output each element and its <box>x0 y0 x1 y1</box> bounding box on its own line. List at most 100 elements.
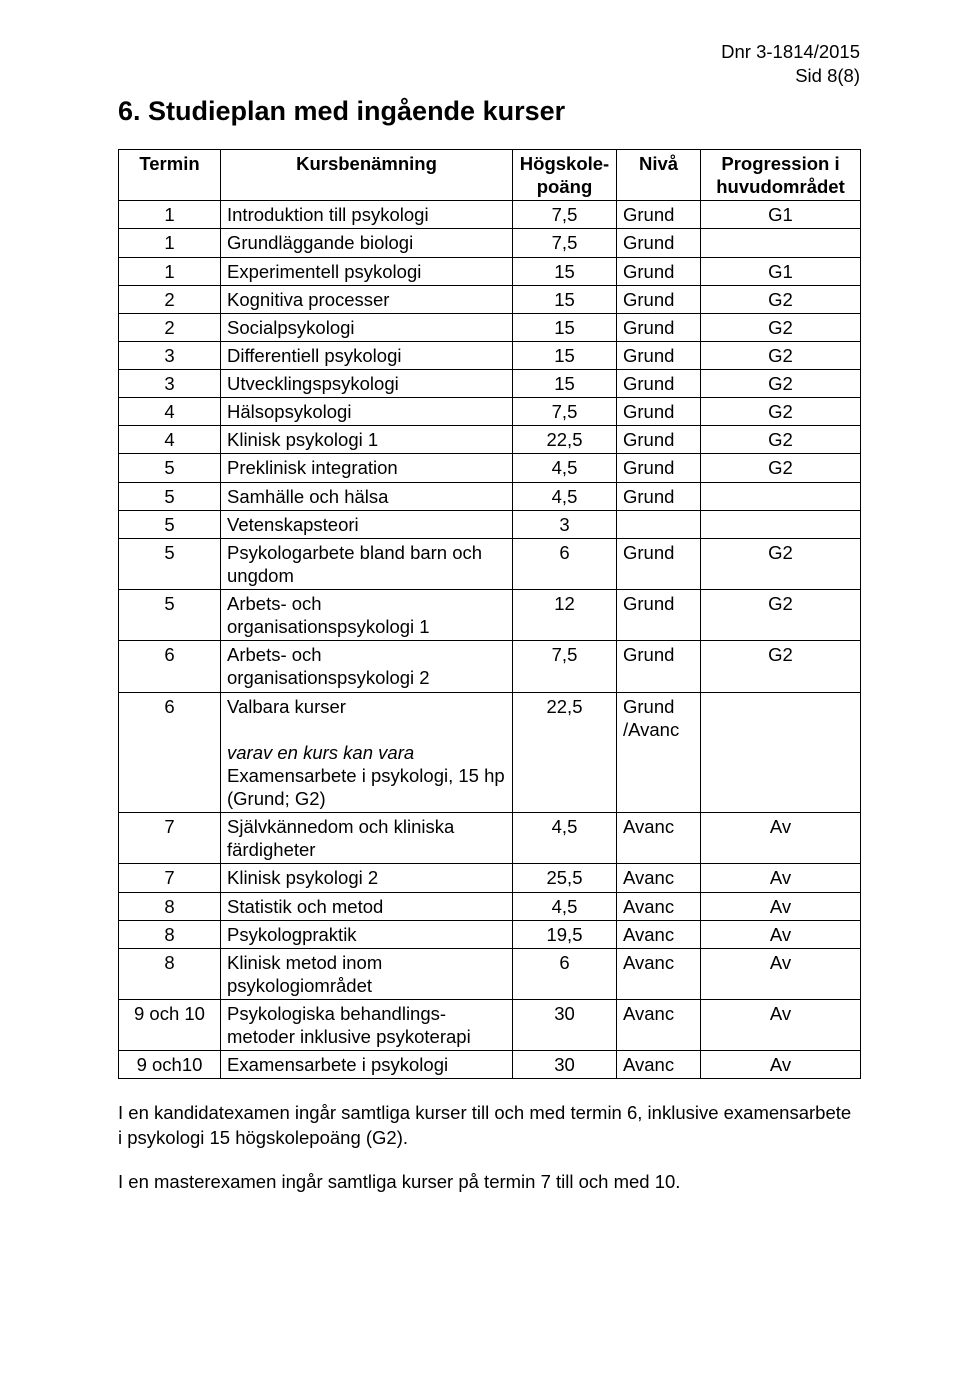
cell-niva: Grund <box>617 482 701 510</box>
section-heading: 6. Studieplan med ingående kurser <box>118 96 860 127</box>
course-plan-table: Termin Kursbenämning Högskole- poäng Niv… <box>118 149 861 1079</box>
cell-niva <box>617 510 701 538</box>
cell-niva: Grund <box>617 426 701 454</box>
cell-prog: G2 <box>701 341 861 369</box>
cell-termin: 3 <box>119 370 221 398</box>
cell-hp: 6 <box>513 948 617 999</box>
cell-termin: 4 <box>119 426 221 454</box>
document-header-right: Dnr 3-1814/2015 Sid 8(8) <box>118 40 860 88</box>
cell-niva: Grund <box>617 341 701 369</box>
cell-hp: 4,5 <box>513 892 617 920</box>
cell-hp: 7,5 <box>513 229 617 257</box>
cell-kurs-sub-l1: varav en kurs kan vara <box>227 742 414 763</box>
cell-termin: 8 <box>119 920 221 948</box>
col-progression: Progression i huvudområdet <box>701 150 861 201</box>
cell-termin: 4 <box>119 398 221 426</box>
cell-niva: Grund <box>617 257 701 285</box>
cell-hp: 19,5 <box>513 920 617 948</box>
col-prog-l2: huvudområdet <box>716 176 844 197</box>
cell-niva: Avanc <box>617 1051 701 1079</box>
cell-kurs: Arbets- och organisationspsykologi 2 <box>221 641 513 692</box>
col-hp-l2: poäng <box>537 176 593 197</box>
cell-kurs: Psykologiska behandlings-metoder inklusi… <box>221 1000 513 1051</box>
cell-niva: Avanc <box>617 948 701 999</box>
table-row: 3 Differentiell psykologi 15 Grund G2 <box>119 341 861 369</box>
table-row: 6 Valbara kurser varav en kurs kan vara … <box>119 692 861 813</box>
table-row: 4 Hälsopsykologi 7,5 Grund G2 <box>119 398 861 426</box>
cell-prog: Av <box>701 1051 861 1079</box>
col-hp: Högskole- poäng <box>513 150 617 201</box>
cell-termin: 8 <box>119 892 221 920</box>
cell-hp: 7,5 <box>513 641 617 692</box>
cell-hp: 15 <box>513 341 617 369</box>
table-row: 2 Socialpsykologi 15 Grund G2 <box>119 313 861 341</box>
table-header-row: Termin Kursbenämning Högskole- poäng Niv… <box>119 150 861 201</box>
cell-hp: 3 <box>513 510 617 538</box>
table-row: 5 Samhälle och hälsa 4,5 Grund <box>119 482 861 510</box>
cell-kurs: Utvecklingspsykologi <box>221 370 513 398</box>
cell-hp: 25,5 <box>513 864 617 892</box>
page-indicator: Sid 8(8) <box>118 64 860 88</box>
cell-prog <box>701 510 861 538</box>
cell-termin: 6 <box>119 692 221 813</box>
cell-hp: 30 <box>513 1051 617 1079</box>
cell-hp: 4,5 <box>513 482 617 510</box>
cell-kurs: Klinisk psykologi 2 <box>221 864 513 892</box>
cell-kurs: Psykologarbete bland barn och ungdom <box>221 538 513 589</box>
cell-niva: Grund <box>617 538 701 589</box>
cell-termin: 9 och10 <box>119 1051 221 1079</box>
cell-kurs: Psykologpraktik <box>221 920 513 948</box>
cell-prog <box>701 229 861 257</box>
col-kurs: Kursbenämning <box>221 150 513 201</box>
cell-termin: 7 <box>119 813 221 864</box>
cell-prog <box>701 482 861 510</box>
cell-prog: G2 <box>701 285 861 313</box>
table-row: 1 Introduktion till psykologi 7,5 Grund … <box>119 201 861 229</box>
table-row: 6 Arbets- och organisationspsykologi 2 7… <box>119 641 861 692</box>
cell-niva: Grund <box>617 590 701 641</box>
paragraph-master: I en masterexamen ingår samtliga kurser … <box>118 1170 860 1194</box>
cell-prog: G2 <box>701 426 861 454</box>
dnr-text: Dnr 3-1814/2015 <box>118 40 860 64</box>
table-row: 5 Vetenskapsteori 3 <box>119 510 861 538</box>
cell-prog <box>701 692 861 813</box>
cell-kurs: Hälsopsykologi <box>221 398 513 426</box>
cell-termin: 9 och 10 <box>119 1000 221 1051</box>
cell-niva-l1: Grund <box>623 696 674 717</box>
cell-hp: 12 <box>513 590 617 641</box>
cell-niva: Grund <box>617 313 701 341</box>
cell-prog: Av <box>701 948 861 999</box>
cell-kurs: Samhälle och hälsa <box>221 482 513 510</box>
cell-kurs: Socialpsykologi <box>221 313 513 341</box>
cell-kurs: Arbets- och organisationspsykologi 1 <box>221 590 513 641</box>
cell-niva: Grund <box>617 398 701 426</box>
cell-hp: 22,5 <box>513 692 617 813</box>
cell-prog: Av <box>701 813 861 864</box>
cell-hp: 15 <box>513 257 617 285</box>
cell-kurs: Valbara kurser varav en kurs kan vara Ex… <box>221 692 513 813</box>
cell-hp: 15 <box>513 285 617 313</box>
cell-kurs: Vetenskapsteori <box>221 510 513 538</box>
cell-kurs: Grundläggande biologi <box>221 229 513 257</box>
table-row: 1 Grundläggande biologi 7,5 Grund <box>119 229 861 257</box>
col-niva: Nivå <box>617 150 701 201</box>
cell-hp: 7,5 <box>513 201 617 229</box>
cell-termin: 5 <box>119 482 221 510</box>
cell-prog: G2 <box>701 590 861 641</box>
cell-niva: Grund /Avanc <box>617 692 701 813</box>
cell-kurs: Klinisk metod inom psykologiområdet <box>221 948 513 999</box>
table-body: 1 Introduktion till psykologi 7,5 Grund … <box>119 201 861 1079</box>
cell-hp: 6 <box>513 538 617 589</box>
table-row: 7 Klinisk psykologi 2 25,5 Avanc Av <box>119 864 861 892</box>
cell-prog: G1 <box>701 201 861 229</box>
cell-hp: 22,5 <box>513 426 617 454</box>
cell-prog: G2 <box>701 370 861 398</box>
table-row: 8 Klinisk metod inom psykologiområdet 6 … <box>119 948 861 999</box>
cell-niva: Grund <box>617 370 701 398</box>
cell-kurs: Preklinisk integration <box>221 454 513 482</box>
paragraph-kandidat: I en kandidatexamen ingår samtliga kurse… <box>118 1101 860 1149</box>
cell-niva: Avanc <box>617 864 701 892</box>
cell-prog: G2 <box>701 538 861 589</box>
cell-niva: Avanc <box>617 813 701 864</box>
table-row: 9 och 10 Psykologiska behandlings-metode… <box>119 1000 861 1051</box>
